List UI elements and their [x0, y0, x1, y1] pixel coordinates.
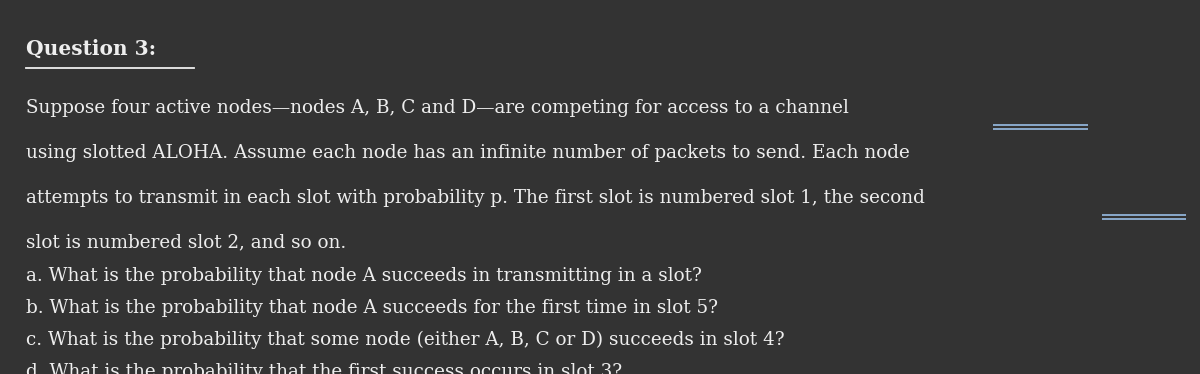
Text: Suppose four active nodes—nodes A, B, C and D—are competing for access to a chan: Suppose four active nodes—nodes A, B, C …	[26, 99, 850, 117]
Text: attempts to transmit in each slot with probability p. The first slot is numbered: attempts to transmit in each slot with p…	[26, 189, 925, 207]
Text: Question 3:: Question 3:	[26, 39, 156, 59]
Text: a. What is the probability that node A succeeds in transmitting in a slot?: a. What is the probability that node A s…	[26, 267, 702, 285]
Text: using slotted ALOHA. Assume each node has an infinite number of packets to send.: using slotted ALOHA. Assume each node ha…	[26, 144, 911, 162]
Text: b. What is the probability that node A succeeds for the first time in slot 5?: b. What is the probability that node A s…	[26, 299, 719, 317]
Text: slot is numbered slot 2, and so on.: slot is numbered slot 2, and so on.	[26, 234, 347, 252]
Text: c. What is the probability that some node (either A, B, C or D) succeeds in slot: c. What is the probability that some nod…	[26, 331, 785, 349]
Text: d. What is the probability that the first success occurs in slot 3?: d. What is the probability that the firs…	[26, 363, 623, 374]
